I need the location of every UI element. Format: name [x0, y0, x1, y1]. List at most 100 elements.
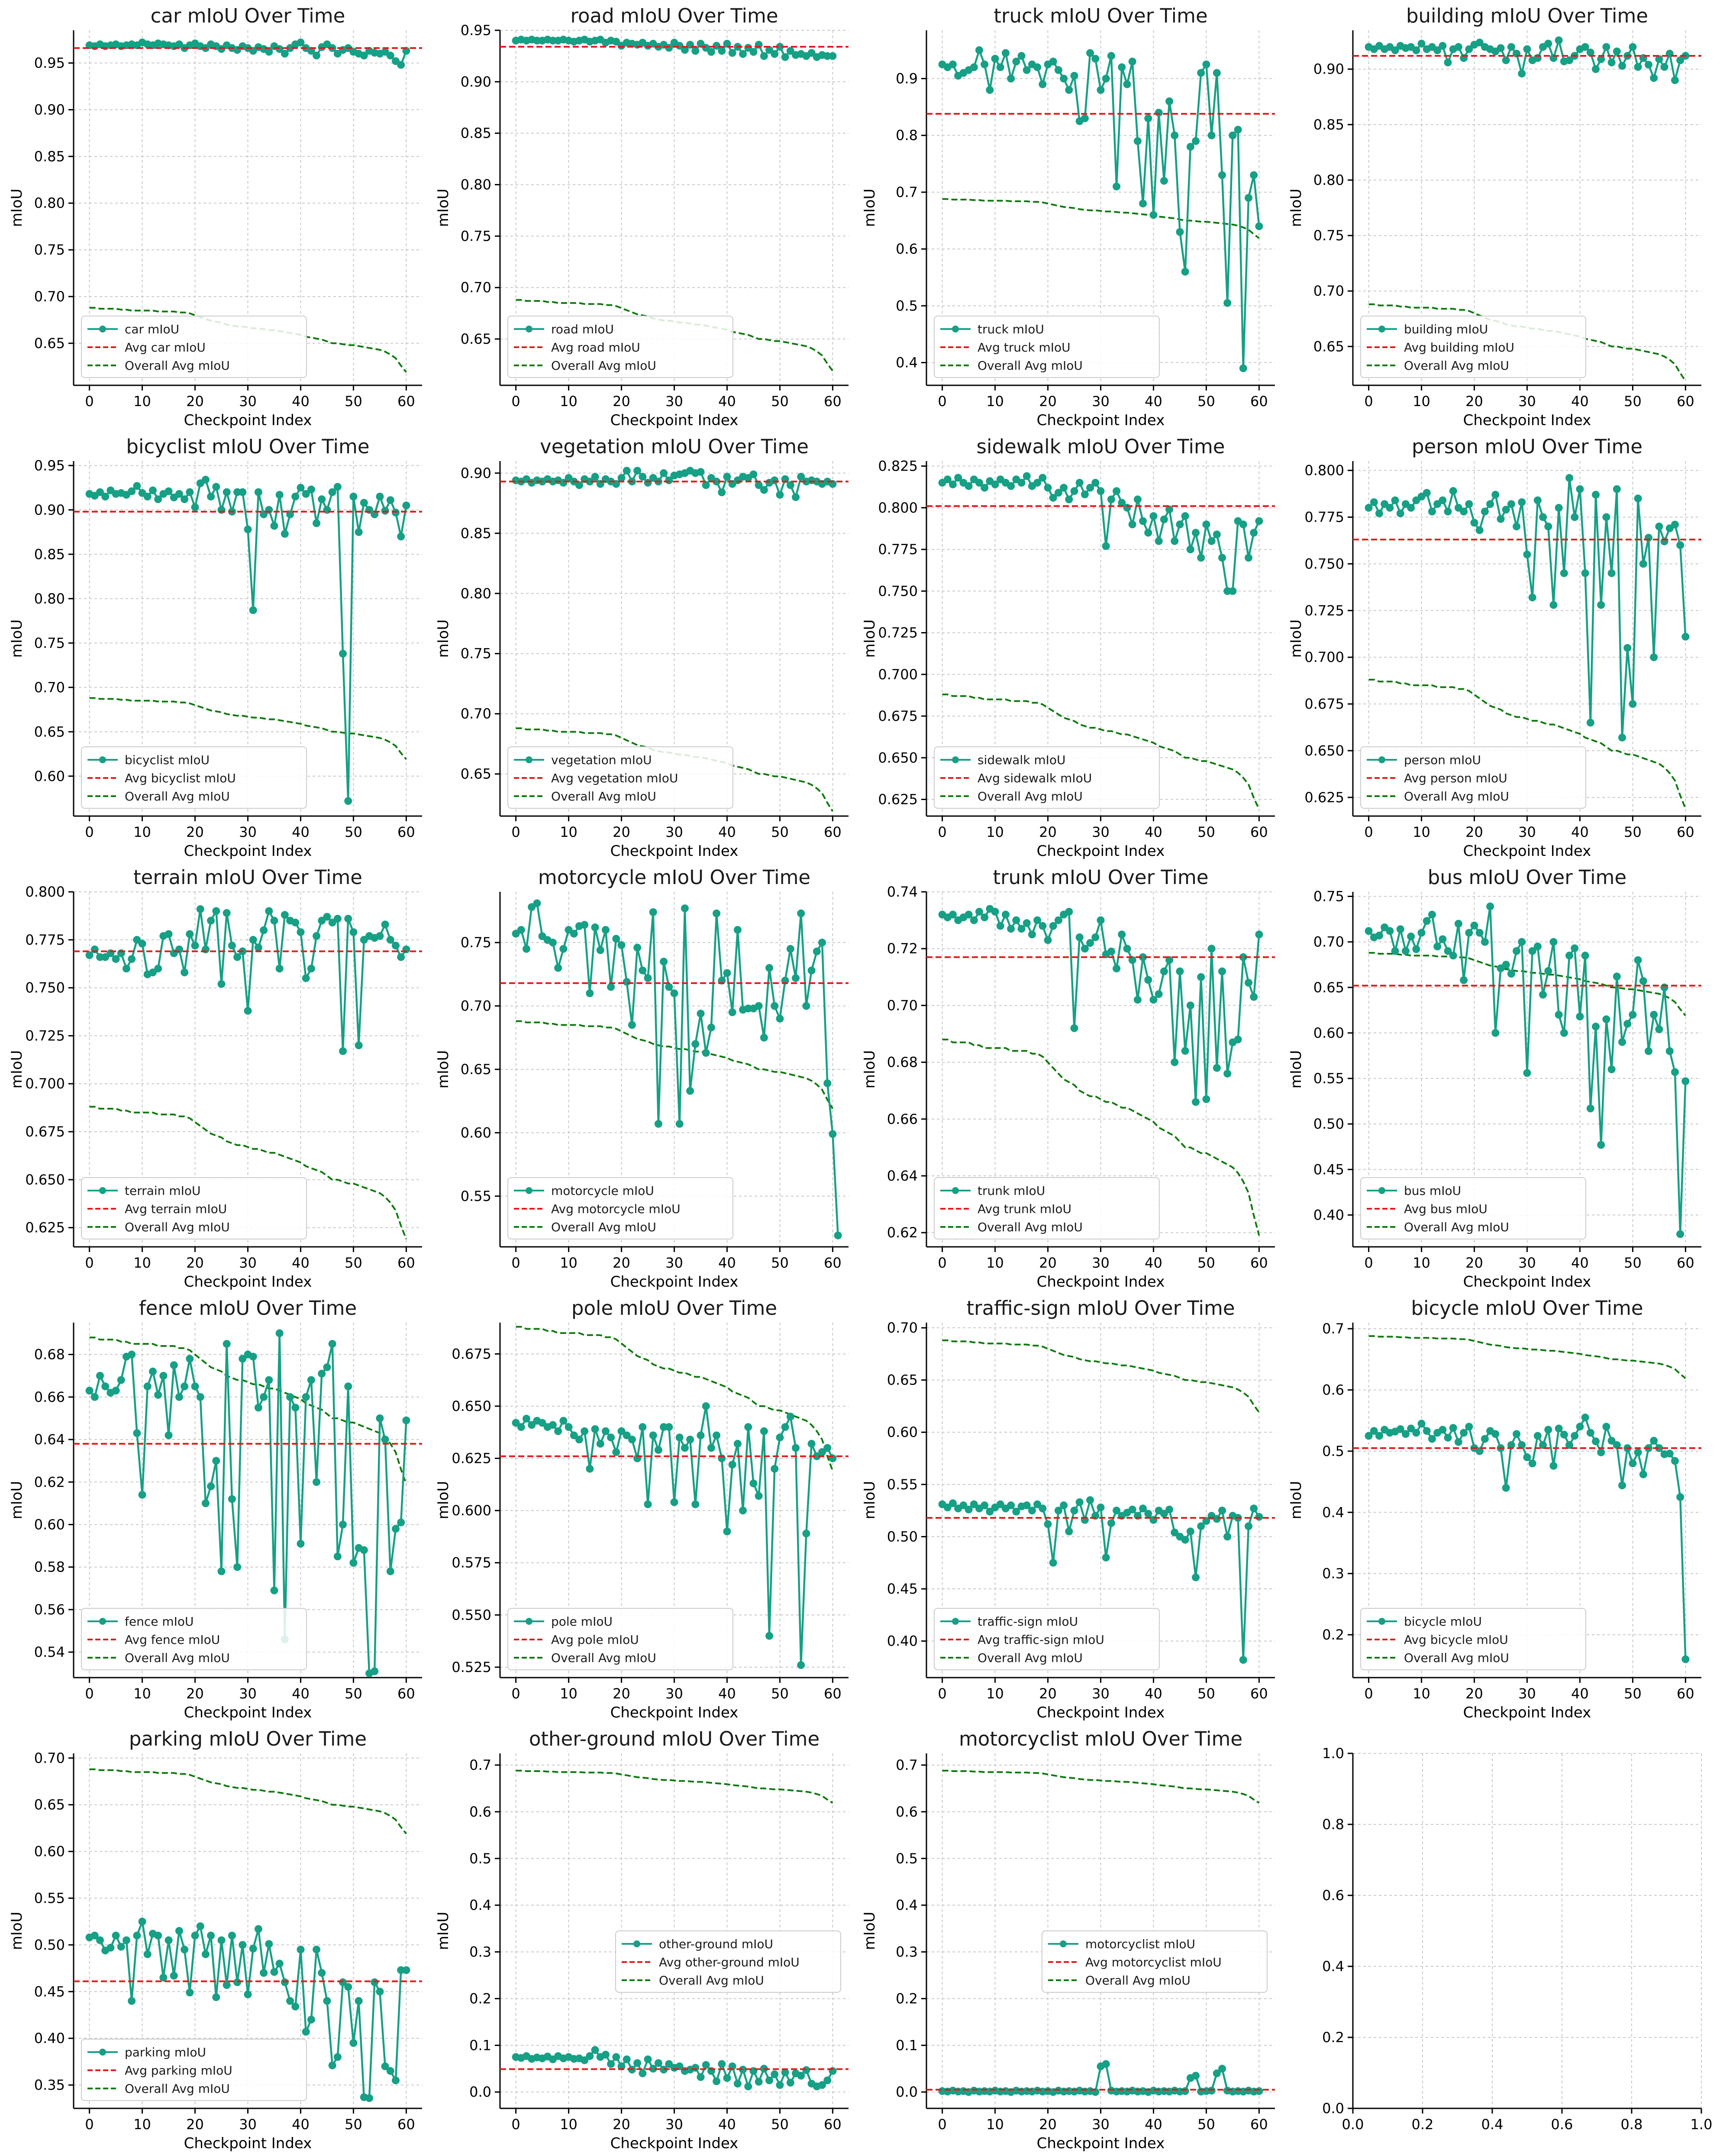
class-miou-point	[1245, 194, 1253, 202]
y-tick-label: 1.0	[1322, 1745, 1344, 1762]
subplot-title: road mIoU Over Time	[570, 4, 778, 27]
class-miou-point	[1118, 63, 1126, 71]
class-miou-point	[281, 911, 289, 919]
class-miou-point	[1155, 990, 1163, 998]
class-miou-point	[313, 1946, 321, 1954]
class-miou-point	[949, 60, 957, 68]
class-miou-point	[265, 1376, 273, 1384]
x-tick-label: 40	[1571, 1685, 1589, 1702]
legend: traffic-sign mIoU Avg traffic-sign mIoU Ov…	[934, 1608, 1160, 1670]
legend: motorcyclist mIoU Avg motorcyclist mIoU Ov…	[1042, 1930, 1268, 1993]
x-axis-label: Checkpoint Index	[1463, 1273, 1591, 1291]
class-miou-point	[1139, 200, 1147, 208]
x-tick-label: 20	[613, 824, 630, 840]
class-miou-point	[270, 1968, 278, 1976]
class-miou-point	[1133, 996, 1142, 1004]
class-miou-point	[1007, 925, 1015, 933]
class-miou-point	[607, 983, 615, 991]
class-miou-point	[1054, 66, 1062, 74]
class-miou-point	[1555, 1424, 1563, 1433]
class-miou-point	[776, 43, 784, 51]
class-miou-point	[949, 1499, 957, 1507]
class-miou-point	[1133, 495, 1142, 503]
class-miou-point	[270, 522, 278, 530]
class-miou-point	[339, 1978, 347, 1986]
class-miou-point	[1007, 482, 1015, 490]
class-miou-point	[559, 1417, 568, 1425]
x-tick-label: 10	[986, 1255, 1004, 1271]
class-miou-point	[1629, 700, 1637, 708]
class-miou-point	[1255, 930, 1263, 939]
legend-label: fence mIoU	[125, 1614, 194, 1629]
x-tick-label: 40	[1571, 1255, 1589, 1271]
y-tick-label: 0.85	[34, 148, 65, 165]
class-miou-point	[1386, 503, 1394, 512]
class-miou-point	[249, 606, 257, 614]
y-tick-label: 0.95	[34, 55, 65, 71]
class-miou-point	[1465, 45, 1473, 53]
class-miou-point	[1391, 496, 1399, 504]
class-miou-point	[1513, 947, 1521, 955]
class-miou-point	[654, 2059, 662, 2067]
class-miou-point	[512, 1419, 520, 1427]
class-miou-point	[1676, 56, 1684, 65]
class-miou-point	[649, 2065, 657, 2073]
class-miou-point	[1229, 587, 1237, 595]
class-miou-point	[1533, 496, 1542, 504]
class-miou-point	[1102, 542, 1110, 550]
class-miou-point	[1629, 43, 1637, 51]
x-tick-label: 50	[345, 824, 362, 840]
class-miou-point	[1449, 487, 1457, 495]
class-miou-point	[1049, 494, 1057, 502]
subplot-title: sidewalk mIoU Over Time	[977, 435, 1225, 458]
class-miou-point	[1102, 2060, 1110, 2068]
subplot-2: 0 10 20 30 40 50 60 0.4 0.5 0.6 0.7 0.8 0.9 truck mIo…	[861, 4, 1275, 429]
class-miou-point	[228, 1495, 236, 1503]
class-miou-point	[249, 1352, 257, 1361]
y-tick-label: 0.0	[469, 2084, 491, 2100]
class-miou-point	[1176, 228, 1184, 236]
class-miou-point	[1549, 601, 1558, 609]
class-miou-point	[1192, 1098, 1200, 1106]
class-miou-point	[823, 2076, 832, 2085]
subplot-title: vegetation mIoU Over Time	[540, 435, 809, 458]
class-miou-point	[1171, 537, 1179, 545]
y-tick-label: 0.550	[452, 1607, 491, 1623]
class-miou-point	[654, 1120, 662, 1128]
legend-label: Avg pole mIoU	[551, 1633, 639, 1647]
class-miou-point	[755, 481, 763, 489]
class-miou-point	[281, 530, 289, 538]
y-tick-label: 0.675	[25, 1123, 65, 1140]
class-miou-point	[554, 1427, 562, 1435]
x-tick-label: 30	[1092, 824, 1110, 840]
y-tick-label: 0.60	[34, 1516, 65, 1533]
class-miou-point	[1475, 526, 1484, 534]
class-miou-point	[165, 1936, 173, 1944]
y-tick-label: 0.700	[878, 666, 918, 683]
class-miou-point	[617, 941, 626, 949]
y-axis-label: mIoU	[8, 1912, 26, 1950]
class-miou-point	[1539, 991, 1547, 999]
class-miou-point	[186, 930, 194, 938]
x-tick-label: 50	[1197, 1685, 1215, 1702]
class-miou-point	[1396, 925, 1404, 933]
class-miou-point	[1502, 56, 1510, 65]
legend-box	[1360, 316, 1586, 378]
class-miou-point	[718, 488, 726, 497]
y-tick-label: 0.70	[887, 997, 918, 1013]
legend-label: Overall Avg mIoU	[659, 1973, 764, 1988]
legend-box	[81, 1608, 307, 1670]
plot-area	[500, 36, 849, 371]
x-tick-label: 30	[239, 1255, 257, 1271]
class-miou-point	[1528, 947, 1536, 955]
subplot-title: motorcycle mIoU Over Time	[538, 866, 810, 889]
class-miou-point	[1039, 1504, 1047, 1513]
class-miou-point	[1623, 644, 1632, 652]
class-miou-point	[201, 476, 210, 484]
x-tick-label: 40	[1571, 393, 1589, 410]
class-miou-point	[1597, 601, 1605, 609]
class-miou-point	[1091, 479, 1100, 487]
x-axis-label: Checkpoint Index	[1037, 2135, 1165, 2152]
class-miou-point	[302, 2028, 310, 2036]
class-miou-point	[1065, 495, 1073, 503]
